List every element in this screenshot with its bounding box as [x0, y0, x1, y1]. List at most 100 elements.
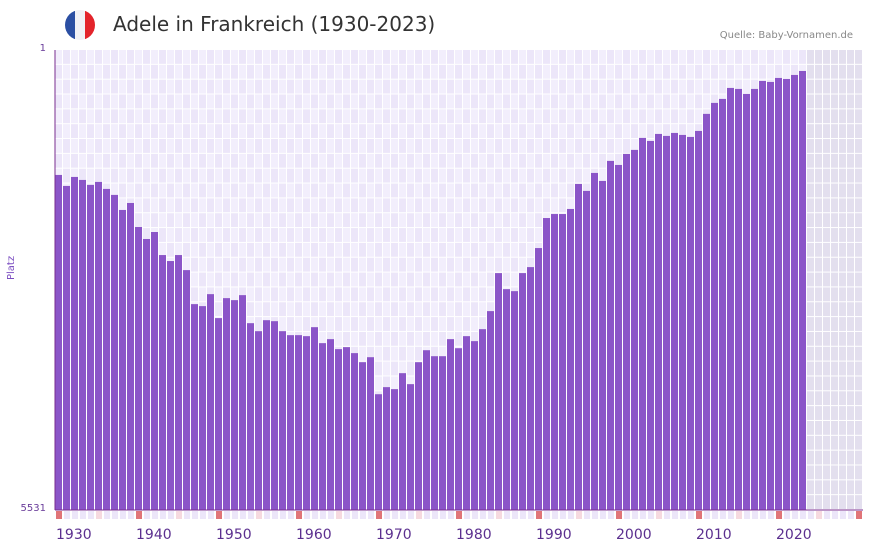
bar-1989	[527, 267, 534, 510]
bar-1991	[543, 218, 550, 510]
x-tick-1950: 1950	[216, 527, 252, 543]
bar-2011	[703, 113, 710, 510]
bar-1939	[127, 202, 134, 510]
bar-1996	[583, 190, 590, 511]
bar-1937	[111, 194, 118, 510]
bar-1997	[591, 172, 598, 510]
bar-1954	[247, 323, 254, 510]
bar-1987	[511, 291, 518, 510]
bar-1966	[343, 347, 350, 510]
bar-2010	[695, 130, 702, 510]
y-tick-top: 1	[39, 43, 46, 54]
bar-1938	[119, 209, 126, 511]
bar-1941	[143, 238, 150, 510]
flag-red	[85, 10, 95, 40]
bar-1958	[279, 331, 286, 510]
bar-1986	[503, 289, 510, 510]
bar-1971	[383, 387, 390, 510]
bar-1974	[407, 384, 414, 510]
bar-1998	[599, 180, 606, 510]
bar-1988	[519, 273, 526, 510]
bar-1979	[447, 339, 454, 510]
bar-1947	[191, 304, 198, 510]
bar-2019	[767, 81, 774, 510]
bar-1955	[255, 331, 262, 510]
x-tick-1930: 1930	[56, 527, 92, 543]
bar-1980	[455, 348, 462, 510]
bar-2015	[735, 88, 742, 510]
bar-2012	[711, 102, 718, 510]
bar-1973	[399, 373, 406, 510]
bar-2004	[647, 140, 654, 510]
bar-1967	[351, 353, 358, 510]
bar-2008	[679, 134, 686, 510]
bar-1962	[311, 327, 318, 510]
x-tick-1960: 1960	[296, 527, 332, 543]
bar-1995	[575, 183, 582, 510]
bar-2023	[799, 70, 806, 510]
bar-1978	[439, 356, 446, 510]
source-label: Quelle: Baby-Vornamen.de	[719, 30, 853, 41]
bar-1930	[55, 174, 62, 511]
bar-2020	[775, 77, 782, 510]
bar-1981	[463, 336, 470, 510]
bar-1976	[423, 350, 430, 510]
bar-1968	[359, 362, 366, 510]
bar-2003	[639, 137, 646, 510]
x-tick-1980: 1980	[456, 527, 492, 543]
bar-1933	[79, 179, 86, 511]
bar-1932	[71, 176, 78, 510]
flag-blue	[65, 10, 75, 40]
bar-1961	[303, 336, 310, 510]
bar-1969	[367, 357, 374, 510]
bar-2022	[791, 74, 798, 511]
bar-2007	[671, 132, 678, 510]
bar-2000	[615, 164, 622, 510]
bar-1984	[487, 311, 494, 510]
bar-2014	[727, 87, 734, 511]
bar-2001	[623, 153, 630, 510]
bar-1951	[223, 298, 230, 510]
bar-2005	[655, 133, 662, 511]
france-flag-icon	[65, 10, 95, 40]
bar-2021	[783, 78, 790, 510]
bar-1963	[319, 343, 326, 510]
bar-2016	[743, 93, 750, 510]
bar-1945	[175, 255, 182, 510]
bar-1970	[375, 394, 382, 510]
bar-1944	[167, 261, 174, 510]
bar-1943	[159, 255, 166, 510]
bar-1992	[551, 214, 558, 510]
bar-1983	[479, 329, 486, 510]
bar-1959	[287, 335, 294, 510]
bar-1950	[215, 318, 222, 510]
bar-1940	[135, 227, 142, 510]
bar-2002	[631, 149, 638, 510]
bar-2006	[663, 135, 670, 510]
bar-1949	[207, 294, 214, 510]
flag-white	[75, 10, 85, 40]
y-tick-bottom: 5531	[20, 503, 46, 514]
bar-1993	[559, 214, 566, 510]
bar-1953	[239, 295, 246, 510]
bar-1934	[87, 184, 94, 510]
bar-1931	[63, 185, 70, 510]
bar-1965	[335, 349, 342, 510]
x-tick-2000: 2000	[616, 527, 652, 543]
chart-title: Adele in Frankreich (1930-2023)	[113, 12, 436, 36]
bar-2017	[751, 88, 758, 510]
x-tick-2020: 2020	[776, 527, 812, 543]
bar-1985	[495, 273, 502, 510]
bar-1994	[567, 208, 574, 510]
x-tick-1970: 1970	[376, 527, 412, 543]
bar-1935	[95, 181, 102, 510]
bar-2013	[719, 98, 726, 511]
bar-1936	[103, 188, 110, 510]
bar-1960	[295, 335, 302, 510]
x-tick-2010: 2010	[696, 527, 732, 543]
bar-1975	[415, 362, 422, 510]
bar-1948	[199, 306, 206, 510]
bar-1990	[535, 248, 542, 510]
bar-1942	[151, 232, 158, 511]
